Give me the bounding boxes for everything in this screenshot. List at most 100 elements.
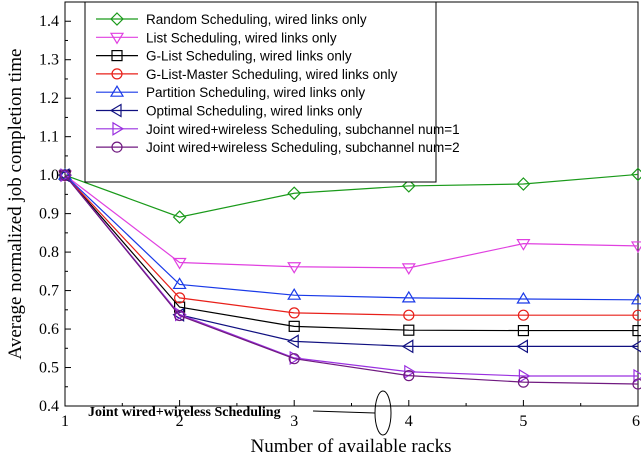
- data-point: [60, 168, 73, 183]
- data-point: [517, 309, 530, 321]
- data-point: [289, 350, 302, 365]
- legend-marker: [111, 141, 123, 153]
- series-line: [64, 174, 638, 332]
- annotation-ellipse: [374, 390, 392, 436]
- x-tick-label: 3: [290, 413, 298, 430]
- data-point: [630, 340, 641, 353]
- data-point: [630, 292, 641, 305]
- data-point: [631, 167, 641, 182]
- y-tick-label: 1.1: [39, 129, 59, 146]
- y-tick-label: 1.3: [39, 52, 59, 69]
- legend-item: G-List Scheduling, wired links only: [96, 49, 352, 64]
- y-tick-label: 0.7: [39, 283, 59, 300]
- x-axis-title: Number of available racks: [251, 436, 452, 457]
- legend-item: List Scheduling, wired links only: [96, 30, 337, 45]
- x-tick-label: 6: [632, 413, 640, 430]
- legend-marker: [112, 121, 125, 136]
- series-7: [60, 168, 641, 384]
- data-point: [403, 370, 415, 382]
- legend-label: Partition Scheduling, wired links only: [146, 85, 365, 100]
- annotation: Joint wired+wireless Scheduling: [88, 390, 392, 436]
- data-point: [172, 257, 187, 270]
- series-line: [64, 173, 639, 218]
- series-line: [64, 174, 639, 301]
- data-point: [632, 309, 641, 321]
- legend-item: Partition Scheduling, wired links only: [96, 85, 365, 100]
- data-point: [175, 307, 187, 322]
- y-tick-label: 0.5: [39, 360, 59, 377]
- x-tick-label: 2: [176, 413, 184, 430]
- y-tick-label: 0.8: [39, 244, 59, 261]
- legend-marker: [109, 32, 125, 45]
- legend-item: Joint wired+wireless Scheduling, subchan…: [96, 121, 460, 137]
- legend-label: Random Scheduling, wired links only: [146, 12, 367, 27]
- data-point: [516, 339, 529, 354]
- data-point: [403, 324, 415, 336]
- legend-label: Optimal Scheduling, wired links only: [146, 104, 362, 119]
- legend-item: Random Scheduling, wired links only: [96, 12, 367, 27]
- data-point: [57, 168, 70, 183]
- series-line: [64, 174, 638, 347]
- legend-marker: [109, 103, 122, 118]
- data-point: [517, 324, 530, 337]
- data-point: [59, 169, 71, 181]
- x-tick-label: 1: [61, 413, 69, 430]
- legend-item: G-List-Master Scheduling, wired links on…: [96, 67, 398, 82]
- data-point: [516, 291, 531, 304]
- data-point: [401, 179, 416, 193]
- series-2: [57, 170, 641, 276]
- series-layer: [57, 167, 641, 390]
- data-point: [516, 177, 531, 191]
- series-4: [59, 169, 641, 321]
- data-point: [632, 324, 641, 337]
- legend-marker: [110, 12, 124, 26]
- series-line: [64, 174, 638, 377]
- annotation-label: Joint wired+wireless Scheduling: [88, 405, 281, 420]
- data-point: [287, 334, 299, 349]
- data-point: [172, 210, 187, 224]
- data-point: [630, 241, 641, 254]
- data-point: [287, 262, 302, 274]
- series-line: [64, 174, 639, 385]
- y-axis-title: Average normalized job completion time: [5, 49, 26, 360]
- y-tick-label: 1.2: [39, 90, 59, 107]
- data-point: [174, 309, 186, 322]
- data-point: [287, 288, 302, 300]
- data-point: [401, 339, 414, 354]
- data-point: [516, 239, 531, 251]
- legend-frame: [84, 1, 437, 183]
- data-point: [403, 309, 415, 321]
- legend-label: List Scheduling, wired links only: [146, 30, 337, 45]
- y-tick-label: 1.4: [39, 13, 59, 30]
- x-tick-label: 5: [519, 413, 527, 430]
- legend-item: Joint wired+wireless Scheduling, subchan…: [96, 140, 460, 155]
- y-tick-label: 0.6: [39, 321, 59, 338]
- y-tick-label: 0.4: [39, 398, 59, 415]
- data-point: [288, 353, 300, 365]
- legend-marker: [111, 68, 123, 80]
- legend-label: G-List-Master Scheduling, wired links on…: [146, 67, 398, 82]
- legend-label: Joint wired+wireless Scheduling, subchan…: [146, 122, 460, 137]
- series-line: [64, 174, 638, 316]
- legend-marker: [109, 85, 125, 97]
- y-axis: 0.4 0.5 0.6 0.7 0.8 0.9 1.0 1.1 1.2 1.3 1.4: [39, 13, 71, 415]
- data-point: [401, 290, 416, 303]
- x-tick-label: 4: [405, 413, 413, 430]
- data-point: [174, 301, 186, 313]
- legend-item: Optimal Scheduling, wired links only: [96, 103, 362, 119]
- data-point: [172, 277, 187, 290]
- data-point: [288, 320, 300, 332]
- data-point: [172, 307, 185, 322]
- data-point: [401, 263, 416, 276]
- series-8: [59, 169, 641, 390]
- data-point: [632, 378, 641, 390]
- legend-label: Joint wired+wireless Scheduling, subchan…: [146, 140, 460, 155]
- y-tick-label: 1.0: [39, 167, 59, 184]
- x-axis: 1 2 3 4 5 6: [61, 400, 640, 430]
- annotation-pointer: [312, 410, 376, 414]
- series-6: [57, 168, 641, 354]
- legend-label: G-List Scheduling, wired links only: [146, 49, 352, 64]
- data-point: [287, 186, 302, 201]
- data-point: [517, 376, 530, 388]
